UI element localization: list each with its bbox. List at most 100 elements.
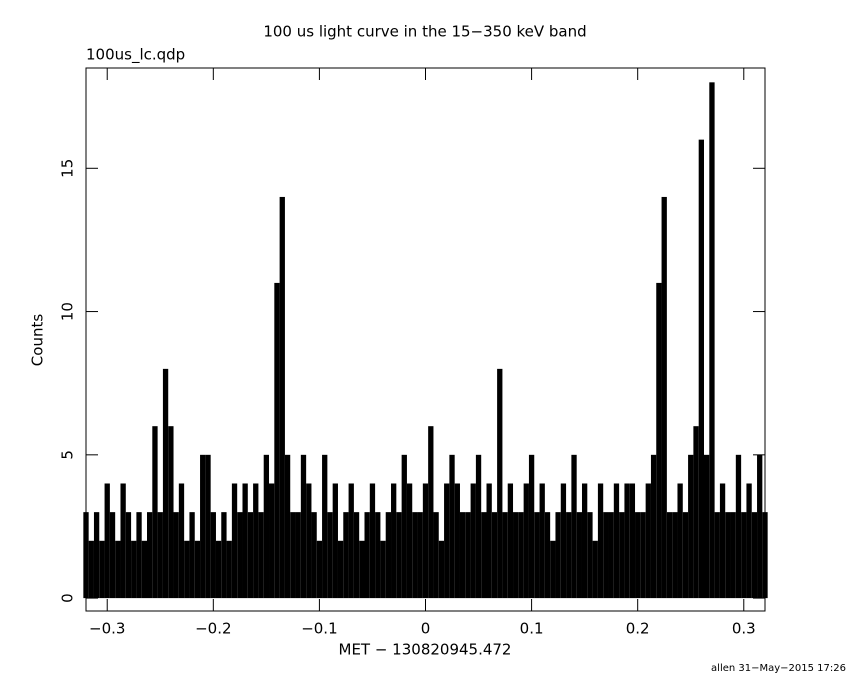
bar xyxy=(449,454,455,599)
bar xyxy=(433,512,439,599)
bar xyxy=(369,483,376,599)
bar xyxy=(672,512,678,599)
bar xyxy=(364,512,370,599)
bar xyxy=(406,483,413,599)
bar xyxy=(115,540,121,599)
bar xyxy=(513,512,519,599)
bar xyxy=(422,483,429,599)
bar xyxy=(560,483,567,599)
chart-title: 100 us light curve in the 15−350 keV ban… xyxy=(263,23,586,41)
bar xyxy=(184,540,190,599)
bar xyxy=(215,540,222,599)
bar xyxy=(528,454,535,599)
bar xyxy=(645,483,651,599)
chart-subtitle: 100us_lc.qdp xyxy=(86,46,185,65)
bar xyxy=(619,512,625,599)
bar xyxy=(417,512,423,599)
bar xyxy=(231,483,238,599)
bar xyxy=(581,483,588,599)
bar xyxy=(141,540,148,599)
bar xyxy=(226,540,232,599)
bar xyxy=(741,512,747,599)
bar xyxy=(157,512,163,599)
bar xyxy=(475,454,482,599)
bar xyxy=(322,454,328,599)
bar xyxy=(391,483,397,599)
bar xyxy=(714,512,720,599)
bar xyxy=(523,483,529,599)
bar xyxy=(237,512,243,599)
bar xyxy=(555,512,561,599)
footer: allen 31−May−2015 17:26 xyxy=(711,663,846,674)
x-tick-label: 0.1 xyxy=(520,620,544,638)
bar xyxy=(189,512,195,599)
y-tick-label: 5 xyxy=(59,450,77,460)
x-tick-label: −0.3 xyxy=(89,620,125,638)
bar xyxy=(168,426,174,599)
bar xyxy=(571,454,577,599)
bar xyxy=(550,540,556,599)
bar xyxy=(279,196,285,599)
bar xyxy=(247,512,254,599)
bar xyxy=(109,512,116,599)
bar xyxy=(93,512,100,599)
bar xyxy=(205,454,211,599)
bar xyxy=(300,454,307,599)
bar xyxy=(757,454,763,599)
bar xyxy=(274,282,280,599)
bar xyxy=(497,368,503,599)
bar xyxy=(624,483,630,599)
bar xyxy=(290,512,296,599)
bar xyxy=(587,512,593,599)
bar xyxy=(597,483,604,599)
bar xyxy=(566,512,572,599)
bar xyxy=(682,512,689,599)
bar xyxy=(428,426,434,599)
bar xyxy=(608,512,614,599)
bar xyxy=(491,512,498,599)
bar xyxy=(502,512,508,599)
bar xyxy=(401,454,407,599)
bar xyxy=(534,512,540,599)
bar xyxy=(661,196,667,599)
bar xyxy=(518,512,524,599)
bar xyxy=(337,540,344,599)
bar xyxy=(348,483,354,599)
bar xyxy=(99,540,105,599)
bar xyxy=(385,512,392,599)
bar xyxy=(438,540,445,599)
bar xyxy=(120,483,126,599)
x-tick-label: −0.1 xyxy=(301,620,337,638)
bar xyxy=(470,483,476,599)
bar xyxy=(507,483,514,599)
y-tick-label: 15 xyxy=(59,159,77,178)
y-axis-label: Counts xyxy=(29,314,47,367)
bar xyxy=(284,454,291,599)
bar xyxy=(104,483,110,599)
bar xyxy=(677,483,683,599)
bar xyxy=(730,512,736,599)
bar xyxy=(162,368,169,599)
x-tick-label: 0.3 xyxy=(732,620,756,638)
bar xyxy=(327,512,333,599)
bar xyxy=(380,540,386,599)
bar xyxy=(295,512,301,599)
bar xyxy=(709,82,715,599)
bar xyxy=(725,512,731,599)
bar xyxy=(88,540,94,599)
bar xyxy=(200,454,206,599)
bar xyxy=(454,483,460,599)
bar xyxy=(459,512,466,599)
bar xyxy=(359,540,365,599)
bar xyxy=(412,512,418,599)
x-axis-label: MET − 130820945.472 xyxy=(339,641,512,659)
x-tick-label: 0.2 xyxy=(626,620,650,638)
bar xyxy=(481,512,487,599)
bar xyxy=(539,483,545,599)
bar xyxy=(592,540,598,599)
bar xyxy=(316,540,323,599)
bar xyxy=(719,483,726,599)
bar xyxy=(746,483,752,599)
bar xyxy=(131,540,137,599)
x-tick-label: 0 xyxy=(421,620,431,638)
